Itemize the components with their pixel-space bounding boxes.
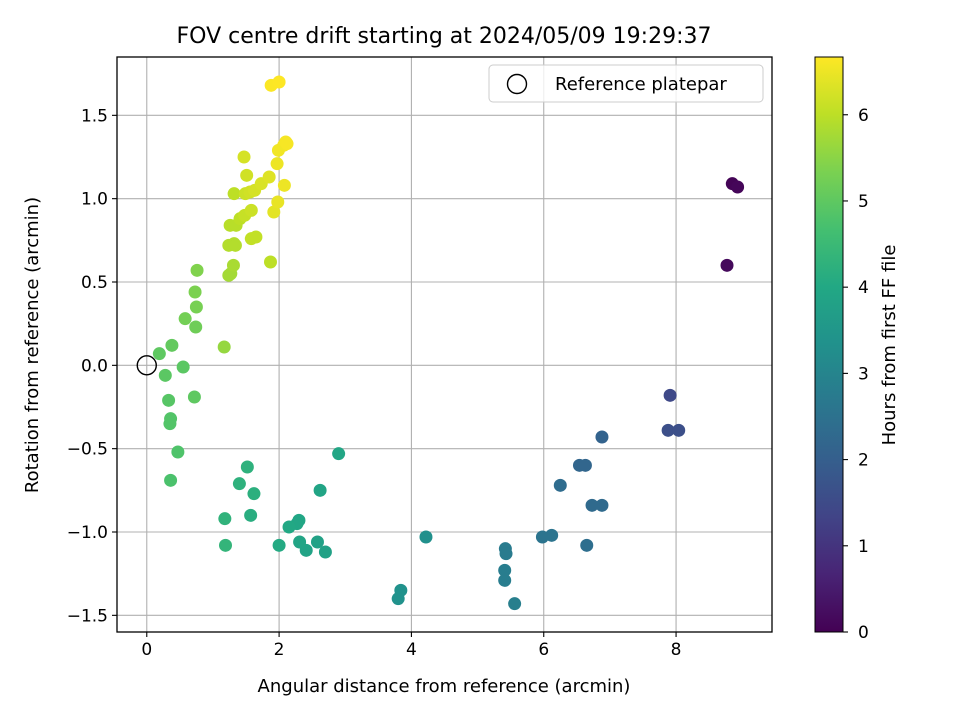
data-point	[158, 368, 172, 382]
data-point	[391, 592, 405, 606]
data-point	[272, 538, 286, 552]
data-point	[249, 230, 263, 244]
data-point	[313, 483, 327, 497]
reference-marker-layer	[136, 355, 157, 376]
colorbar-tick-label: 5	[858, 192, 869, 212]
data-point	[218, 512, 232, 526]
x-tick-label: 0	[141, 640, 152, 660]
data-point	[277, 178, 291, 192]
data-point	[247, 487, 261, 501]
data-point	[226, 258, 240, 272]
colorbar-tick-label: 4	[858, 278, 869, 298]
data-point	[162, 393, 176, 407]
data-point	[272, 75, 286, 89]
data-point	[171, 445, 185, 459]
y-tick-label: −0.5	[67, 440, 108, 460]
data-point	[595, 498, 609, 512]
colorbar-tick-label: 3	[858, 364, 869, 384]
data-point	[163, 417, 177, 431]
data-point	[237, 150, 251, 164]
data-point	[227, 187, 241, 201]
grid-lines	[117, 57, 772, 632]
data-point	[176, 360, 190, 374]
reference-platepar-marker	[136, 355, 157, 376]
data-point	[188, 285, 202, 299]
colorbar-tick-label: 1	[858, 537, 869, 557]
data-point	[262, 170, 276, 184]
x-tick-label: 2	[274, 640, 285, 660]
data-point	[499, 547, 513, 561]
y-axis-label: Rotation from reference (arcmin)	[22, 197, 43, 493]
data-point	[663, 388, 677, 402]
colorbar-label: Hours from first FF file	[879, 245, 900, 446]
data-point	[318, 545, 332, 559]
data-point	[263, 255, 277, 269]
colorbar-ticks: 0 1 2 3 4 5 6	[843, 106, 869, 643]
data-point	[731, 180, 745, 194]
data-point	[165, 338, 179, 352]
y-tick-label: 0.5	[81, 273, 108, 293]
y-tick-label: 1.0	[81, 190, 108, 210]
data-point	[280, 137, 294, 151]
data-point	[152, 347, 166, 361]
data-point	[240, 168, 254, 182]
data-point	[293, 535, 307, 549]
colorbar-tick-label: 2	[858, 451, 869, 471]
data-point	[419, 530, 433, 544]
data-point	[270, 157, 284, 171]
data-point	[595, 430, 609, 444]
data-point	[189, 320, 203, 334]
x-tick-label: 4	[406, 640, 417, 660]
data-point	[720, 258, 734, 272]
data-point	[545, 528, 559, 542]
data-point	[190, 263, 204, 277]
data-point	[578, 458, 592, 472]
legend-label: Reference platepar	[555, 74, 727, 95]
data-point	[267, 205, 281, 219]
colorbar-gradient	[814, 56, 844, 633]
data-point	[240, 460, 254, 474]
chart-title: FOV centre drift starting at 2024/05/09 …	[177, 24, 712, 49]
data-point	[672, 423, 686, 437]
y-axis-ticks: −1.5 −1.0 −0.5 0.0 0.5 1.0 1.5	[67, 106, 117, 626]
y-tick-label: 1.5	[81, 106, 108, 126]
x-tick-label: 8	[671, 640, 682, 660]
data-point	[282, 520, 296, 534]
legend-box	[488, 64, 764, 103]
data-points	[152, 75, 745, 611]
data-point	[244, 508, 258, 522]
data-point	[187, 390, 201, 404]
legend-reference-marker	[506, 73, 528, 95]
data-point	[508, 597, 522, 611]
data-point	[585, 498, 599, 512]
y-tick-label: −1.0	[67, 523, 108, 543]
plot-frame	[116, 56, 773, 633]
colorbar: 0 1 2 3 4 5 6 Hours from first FF file	[814, 56, 900, 643]
x-axis-label: Angular distance from reference (arcmin)	[258, 676, 631, 697]
data-point	[332, 447, 346, 461]
data-point	[244, 203, 258, 217]
data-point	[228, 238, 242, 252]
y-tick-label: 0.0	[81, 356, 108, 376]
colorbar-tick-label: 0	[858, 623, 869, 643]
data-point	[217, 340, 231, 354]
colorbar-tick-label: 6	[858, 106, 869, 126]
y-tick-label: −1.5	[67, 606, 108, 626]
data-point	[498, 573, 512, 587]
data-point	[189, 300, 203, 314]
data-point	[271, 195, 285, 209]
data-point	[580, 538, 594, 552]
x-tick-label: 6	[538, 640, 549, 660]
data-point	[178, 312, 192, 326]
data-point	[661, 423, 675, 437]
data-point	[498, 563, 512, 577]
data-point	[553, 478, 567, 492]
data-point	[219, 538, 233, 552]
x-axis-ticks: 0 2 4 6 8	[141, 632, 681, 660]
data-point	[164, 473, 178, 487]
data-point	[310, 535, 324, 549]
legend: Reference platepar	[488, 64, 764, 103]
data-point	[232, 477, 246, 491]
